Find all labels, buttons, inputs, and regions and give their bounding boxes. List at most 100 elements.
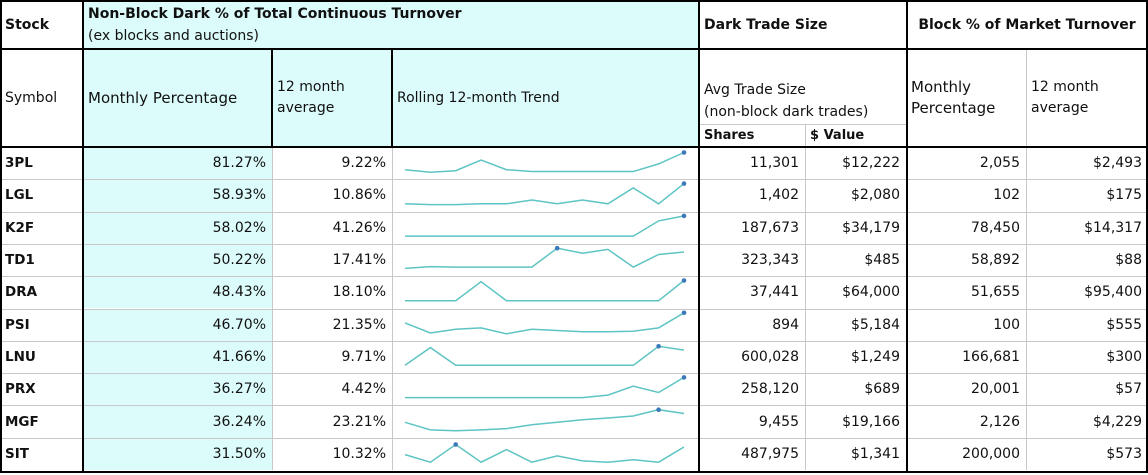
avg12-cell: 21.35% [332, 316, 386, 333]
avg12-cell: 17.41% [332, 252, 386, 269]
value-header: $ Value [810, 128, 865, 143]
avg12-cell: 10.86% [332, 187, 386, 204]
monthly-percentage-cell: 36.27% [83, 373, 272, 406]
avg12-cell: 18.10% [332, 284, 386, 301]
shares-cell: 37,441 [750, 284, 799, 301]
trend-marker [681, 375, 687, 380]
row-divider [0, 212, 1148, 213]
column-divider [1026, 147, 1027, 470]
border-right [1146, 0, 1148, 473]
avg12-cell: 41.26% [332, 219, 386, 236]
dark-percent-group-header: Non-Block Dark % of Total Continuous Tur… [83, 0, 699, 49]
row-divider [0, 244, 1148, 245]
row-divider [0, 405, 1148, 406]
block-monthly-cell: 200,000 [962, 445, 1020, 462]
value-cell: $2,080 [851, 187, 900, 204]
block-monthly-cell: 166,681 [962, 348, 1020, 365]
monthly-percentage-cell: 50.22% [83, 243, 272, 277]
monthly-percentage-cell: 41.66% [83, 340, 272, 374]
value-cell: $485 [864, 252, 900, 269]
avg12-cell: 9.22% [341, 155, 386, 172]
trend-marker [681, 181, 687, 186]
row-divider [0, 309, 1148, 310]
shares-cell: 487,975 [741, 445, 799, 462]
symbol-header: Symbol [5, 90, 58, 106]
block-avg-cell: $2,493 [1093, 155, 1142, 172]
trend-sparkline [404, 183, 685, 206]
block-avg-header: 12 month average [1026, 49, 1148, 147]
trend-marker [554, 245, 560, 251]
avg-trade-size-title: Avg Trade Size [704, 82, 806, 98]
block-monthly-cell: 2,055 [979, 155, 1020, 172]
header-rule [0, 146, 1148, 148]
trend-sparkline [404, 443, 685, 464]
trend-marker [453, 442, 459, 447]
value-cell: $19,166 [842, 413, 900, 430]
block-monthly-cell: 20,001 [971, 381, 1020, 398]
symbol-cell: LGL [5, 187, 34, 204]
avg-trade-size-subtitle: (non-block dark trades) [704, 104, 869, 120]
symbol-cell: MGF [5, 413, 39, 430]
symbol-cell: 3PL [5, 155, 33, 172]
block-avg-header-line1: 12 month [1031, 79, 1099, 95]
monthly-percentage-cell: 46.70% [83, 308, 272, 341]
value-cell: $5,184 [851, 316, 900, 333]
column-rule [82, 0, 84, 473]
row-divider [0, 341, 1148, 342]
row-divider [0, 179, 1148, 180]
trend-marker [681, 310, 687, 316]
border-top [0, 0, 1148, 2]
symbol-cell: LNU [5, 348, 36, 365]
block-percent-group-header: Block % of Market Turnover [918, 16, 1136, 33]
symbol-cell: K2F [5, 219, 35, 236]
block-monthly-cell: 100 [993, 316, 1020, 333]
monthly-percentage-cell: 48.43% [83, 276, 272, 309]
avg12-cell: 10.32% [332, 445, 386, 462]
monthly-percentage-cell: 36.24% [83, 405, 272, 438]
column-divider [805, 147, 806, 470]
header-divider [1026, 49, 1027, 147]
trend-sparkline [404, 247, 685, 270]
block-avg-cell: $573 [1106, 445, 1142, 462]
column-rule [391, 49, 393, 147]
block-avg-cell: $14,317 [1084, 219, 1142, 236]
avg12-header-line1: 12 month [277, 79, 345, 95]
block-avg-cell: $300 [1106, 348, 1142, 365]
shares-cell: 600,028 [741, 348, 799, 365]
monthly-percentage-cell: 58.93% [83, 179, 272, 212]
column-divider [272, 147, 273, 470]
block-avg-header-line2: average [1031, 100, 1089, 116]
dark-percent-group-title: Non-Block Dark % of Total Continuous Tur… [88, 5, 462, 22]
value-cell: $1,249 [851, 348, 900, 365]
value-cell: $34,179 [842, 219, 900, 236]
trend-marker [681, 213, 687, 219]
avg12-header-line2: average [277, 100, 335, 116]
block-monthly-cell: 78,450 [971, 219, 1020, 236]
avg12-cell: 23.21% [332, 413, 386, 430]
block-monthly-cell: 51,655 [971, 284, 1020, 301]
column-rule [271, 49, 273, 147]
trend-sparkline [405, 376, 685, 399]
trend-marker [681, 278, 687, 283]
value-cell: $12,222 [842, 155, 900, 172]
header-rule [0, 48, 1148, 50]
shares-cell: 1,402 [758, 187, 799, 204]
block-monthly-header: Monthly Percentage [906, 49, 1026, 147]
row-divider [0, 276, 1148, 277]
trend-marker [681, 150, 687, 155]
block-monthly-cell: 2,126 [979, 413, 1020, 430]
column-rule [698, 0, 700, 473]
trend-sparkline [405, 279, 685, 302]
monthly-percentage-cell: 31.50% [83, 437, 272, 470]
value-cell: $1,341 [851, 445, 900, 462]
column-divider [392, 147, 393, 470]
block-avg-cell: $57 [1115, 381, 1142, 398]
avg12-cell: 4.42% [341, 381, 386, 398]
border-left [0, 0, 2, 473]
trend-sparkline [404, 151, 685, 174]
column-rule [906, 0, 908, 473]
trend-marker [656, 344, 661, 349]
block-avg-cell: $95,400 [1084, 284, 1142, 301]
border-bottom [0, 471, 1148, 473]
